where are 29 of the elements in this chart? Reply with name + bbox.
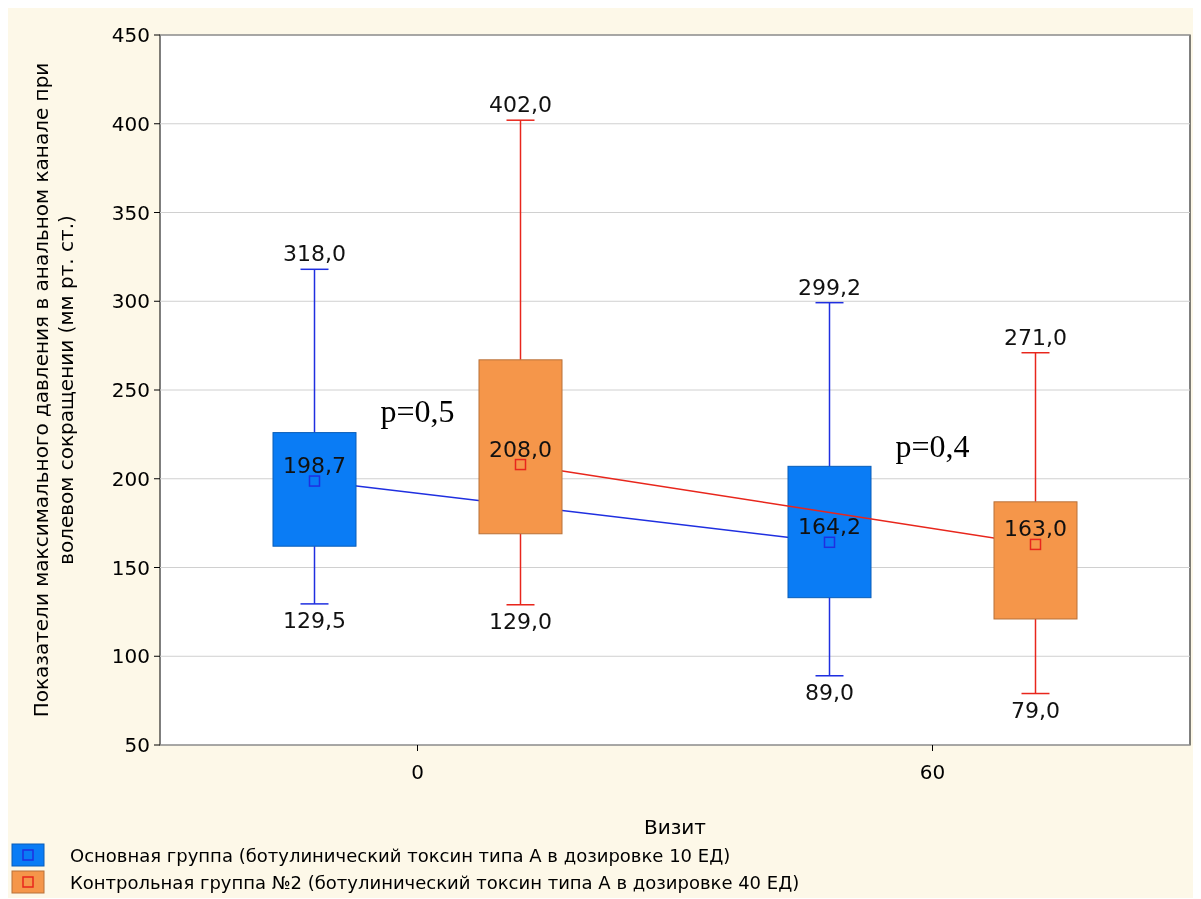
text: 198,7 (283, 453, 346, 479)
y-tick-label: 50 (124, 733, 150, 757)
text: 89,0 (805, 679, 854, 705)
annotation: p=0,4 (895, 428, 970, 465)
y-tick-label: 350 (111, 200, 150, 225)
text: 163,0 (1004, 516, 1067, 542)
text: 299,2 (798, 274, 861, 300)
legend-label: Контрольная группа №2 (ботулинический токсин типа А в дозировке 40 ЕД) (70, 872, 800, 893)
text: 164,2 (798, 514, 861, 540)
x-axis-title: Визит (643, 815, 707, 839)
text: 208,0 (489, 436, 552, 462)
x-tick-label: 0 (411, 760, 424, 784)
text: 271,0 (1004, 324, 1067, 350)
legend-label: Основная группа (ботулинический токсин типа А в дозировке 10 ЕД) (70, 845, 731, 866)
text: 129,0 (489, 608, 552, 634)
x-tick-label: 60 (919, 760, 946, 784)
y-tick-label: 300 (111, 289, 150, 314)
y-tick-label: 250 (111, 378, 150, 402)
annotation: p=0,5 (380, 392, 455, 429)
text: 402,0 (489, 92, 552, 118)
y-tick-label: 100 (111, 644, 150, 669)
y-tick-label: 200 (111, 466, 150, 491)
text: 318,0 (283, 241, 346, 267)
y-tick-label: 450 (111, 23, 150, 47)
y-tick-label: 150 (111, 555, 150, 580)
text: 129,5 (283, 607, 346, 633)
y-tick-label: 400 (111, 111, 150, 136)
text: 79,0 (1011, 697, 1060, 723)
y-axis-title: Показатели максимального давления в анальном канале при волевом сокращении (мм рт. ст.) (29, 62, 78, 718)
